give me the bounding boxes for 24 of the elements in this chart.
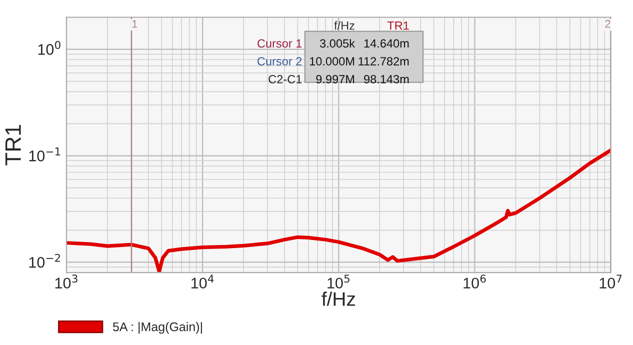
x-tick-label: 10$^{5}$ <box>328 274 350 289</box>
annotation: Cursor 1 <box>258 39 302 48</box>
x-tick-label: 10$^{3}$ <box>55 274 78 289</box>
annotation: C2-C1 <box>268 75 302 84</box>
y-axis-title: TR1 <box>5 124 21 166</box>
y-tick-label: 10$^{−2}$ <box>29 254 60 268</box>
annotation: f/Hz <box>334 21 354 30</box>
annotation: 98.143m <box>364 75 409 84</box>
annotation: TR1 <box>387 22 409 30</box>
y-tick-label: 10$^{0}$ <box>38 40 60 55</box>
annotation: 112.782m <box>358 57 409 66</box>
annotation: 2 <box>605 20 610 28</box>
annotation: Cursor 2 <box>258 57 302 66</box>
annotation: 10.000M <box>310 57 354 66</box>
annotation: 9.997M <box>316 75 354 84</box>
annotation: 14.640m <box>364 39 409 48</box>
x-tick-label: 10$^{4}$ <box>192 274 214 289</box>
annotation: 1 <box>132 20 138 28</box>
y-tick-label: 10$^{−1}$ <box>29 148 60 162</box>
x-axis-title: f/Hz <box>322 292 355 306</box>
legend-label: 5A : |Mag(Gain)| <box>112 322 202 334</box>
x-tick-label: 10$^{7}$ <box>600 274 622 289</box>
x-tick-label: 10$^{6}$ <box>464 274 486 289</box>
annotation: 3.005k <box>320 38 356 48</box>
